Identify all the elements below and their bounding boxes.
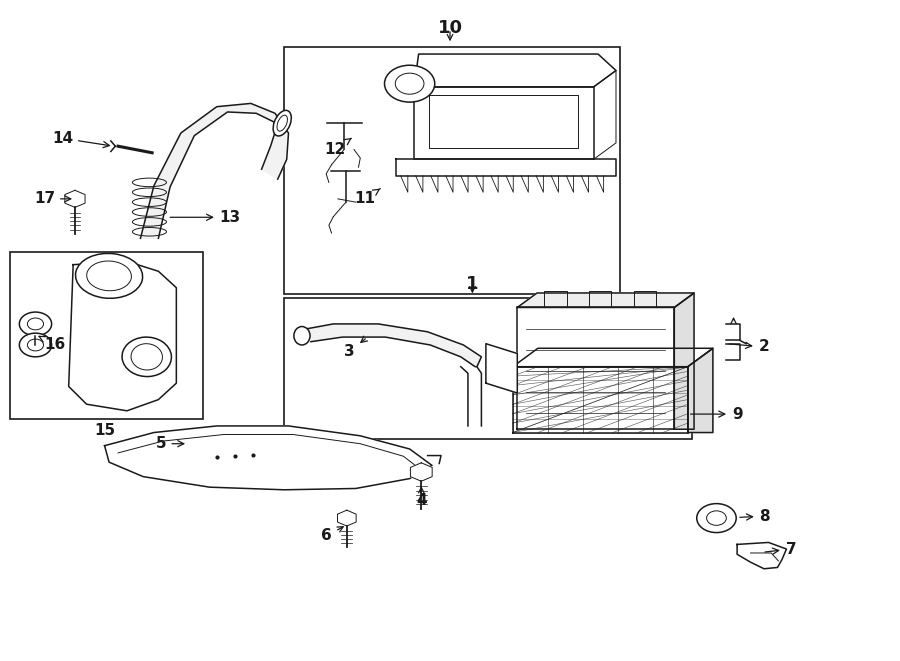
Circle shape (19, 333, 51, 357)
Polygon shape (410, 463, 432, 481)
Text: 17: 17 (34, 191, 71, 206)
Circle shape (19, 312, 51, 336)
Polygon shape (414, 87, 594, 159)
Polygon shape (513, 348, 713, 367)
Text: 7: 7 (765, 541, 796, 557)
Polygon shape (414, 54, 616, 87)
Text: 8: 8 (740, 508, 770, 524)
Polygon shape (737, 543, 787, 568)
Text: 6: 6 (320, 528, 331, 543)
Polygon shape (688, 348, 713, 432)
Polygon shape (338, 510, 356, 526)
Bar (11, 252, 203, 419)
Polygon shape (104, 426, 432, 490)
Ellipse shape (122, 337, 171, 377)
Polygon shape (486, 344, 518, 393)
Text: 16: 16 (39, 336, 66, 352)
Bar (284, 48, 620, 294)
Polygon shape (513, 367, 688, 432)
Text: 5: 5 (156, 436, 184, 451)
Polygon shape (674, 293, 694, 429)
Text: 1: 1 (466, 276, 479, 293)
Polygon shape (298, 324, 482, 367)
Text: 11: 11 (355, 188, 381, 206)
Text: 3: 3 (344, 336, 367, 359)
Bar (284, 297, 692, 439)
Text: 15: 15 (94, 423, 115, 438)
Polygon shape (518, 307, 674, 429)
Text: 4: 4 (416, 493, 427, 508)
Ellipse shape (294, 327, 310, 345)
Text: 12: 12 (325, 138, 351, 157)
Circle shape (384, 65, 435, 102)
Text: 10: 10 (437, 19, 463, 37)
Polygon shape (518, 293, 694, 307)
Text: 9: 9 (690, 407, 742, 422)
Polygon shape (140, 103, 289, 239)
Circle shape (697, 504, 736, 533)
Ellipse shape (273, 110, 292, 136)
Text: 2: 2 (729, 340, 769, 354)
Ellipse shape (76, 253, 142, 298)
Text: 14: 14 (52, 131, 110, 147)
Polygon shape (68, 261, 176, 410)
Polygon shape (65, 190, 86, 208)
Polygon shape (396, 159, 616, 176)
Text: 13: 13 (170, 210, 240, 225)
